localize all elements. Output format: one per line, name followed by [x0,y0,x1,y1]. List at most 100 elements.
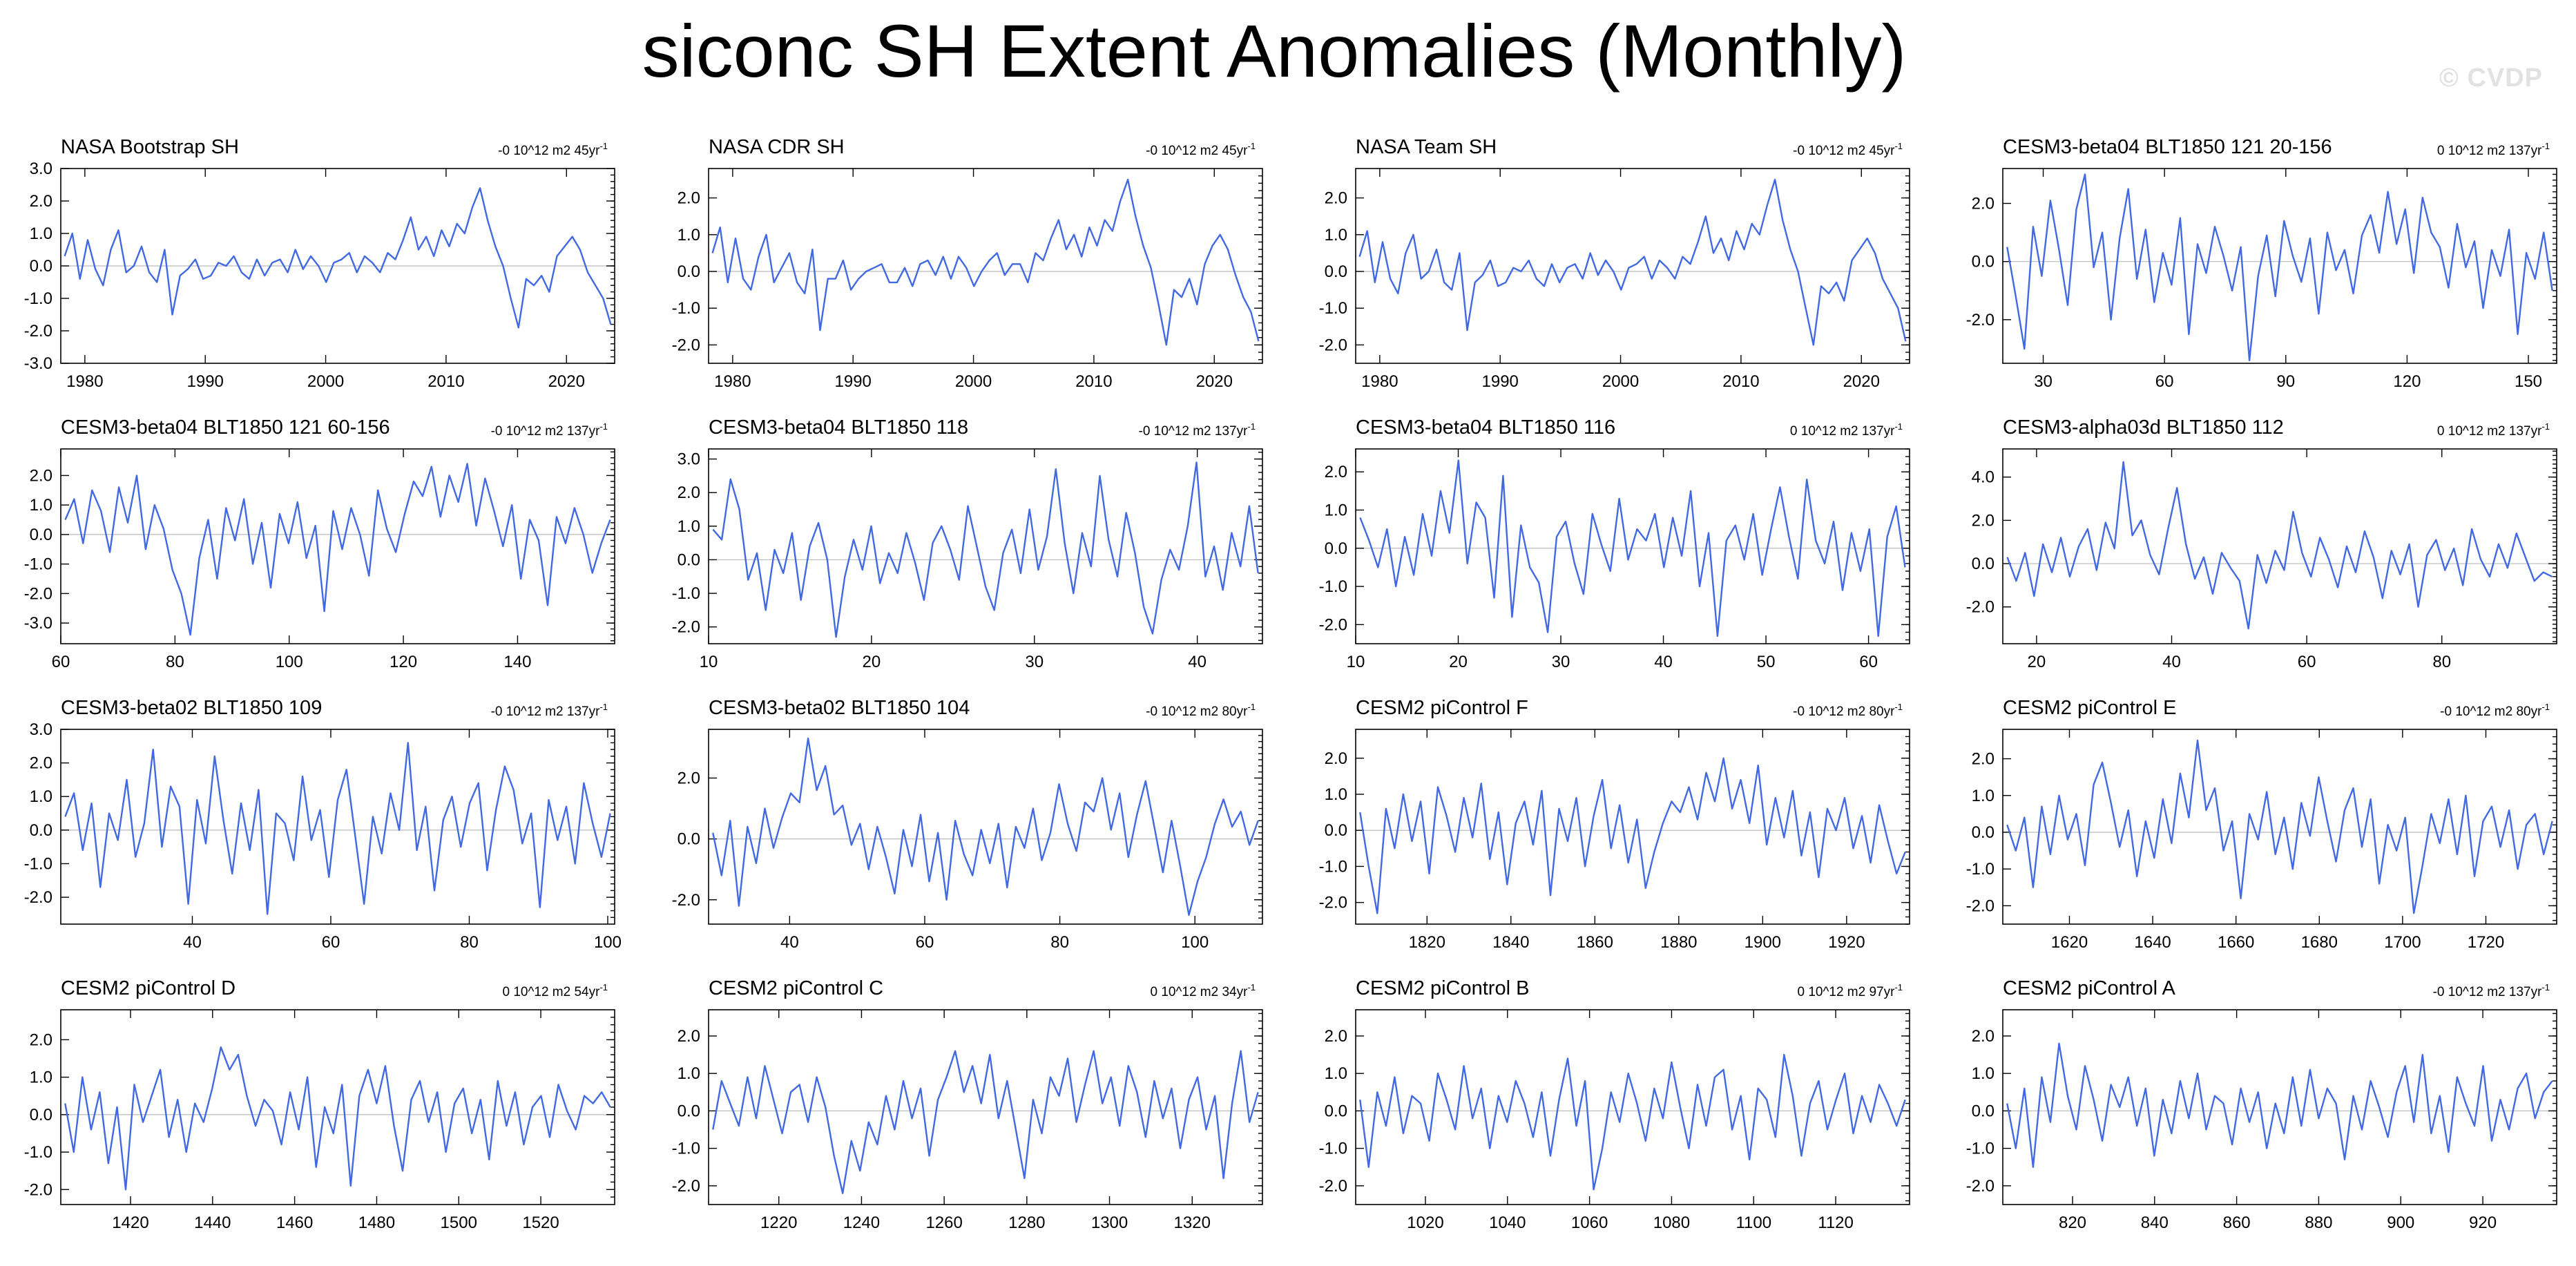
y-tick-label: -1.0 [1319,577,1347,596]
plot-frame [2002,448,2557,644]
plot-frame [2002,168,2557,364]
x-tick-label: 1080 [1653,1214,1690,1232]
x-tick-label: 80 [460,933,479,952]
x-tick-label: 1320 [1174,1214,1211,1232]
y-tick-label: 1.0 [1972,787,1995,805]
y-tick-label: 2.0 [1972,195,1995,213]
y-tick-label: 0.0 [1325,821,1347,840]
panel-title: CESM3-alpha03d BLT1850 112 [2003,416,2284,439]
panel-title: CESM2 piControl B [1356,977,1529,999]
plot-frame [2002,729,2557,925]
y-tick-label: 1.0 [677,517,700,536]
panel-trend: -0 10^12 m2 137yr-1 [491,421,608,439]
y-tick-label: 1.0 [30,787,52,806]
y-tick-label: -3.0 [24,354,52,373]
chart-panel: CESM2 piControl C 0 10^12 m2 34yr-1 -2.0 -1… [672,977,1263,1232]
y-tick-label: 1.0 [1325,226,1347,244]
x-tick-label: 860 [2223,1214,2251,1232]
chart-panel: CESM2 piControl E -0 10^12 m2 80yr-1 -2.0 -… [1966,697,2557,952]
y-tick-label: 2.0 [30,1030,52,1049]
x-tick-label: 1120 [1818,1214,1854,1232]
panel-title: NASA CDR SH [709,136,845,158]
panel-title: CESM3-beta04 BLT1850 116 [1356,416,1615,439]
panel-trend: -0 10^12 m2 137yr-1 [491,702,608,719]
y-tick-label: 2.0 [30,192,52,211]
y-tick-label: 0.0 [677,830,700,849]
x-tick-label: 1980 [1361,372,1398,391]
y-tick-label: -1.0 [672,1140,700,1158]
x-tick-label: 150 [2515,372,2542,391]
y-tick-label: -1.0 [1319,857,1347,876]
y-tick-label: 2.0 [1972,511,1995,530]
y-tick-label: -1.0 [24,854,52,873]
y-tick-label: -2.0 [1966,1177,1995,1196]
x-tick-label: 60 [52,653,70,671]
x-tick-label: 20 [2028,653,2046,671]
x-tick-label: 1040 [1489,1214,1526,1232]
x-tick-label: 820 [2059,1214,2086,1232]
y-tick-label: 1.0 [1325,501,1347,519]
series-line [711,178,1260,346]
series-line [1359,757,1906,914]
x-tick-label: 2020 [1843,372,1880,391]
chart-panel: CESM3-beta04 BLT1850 121 20-156 0 10^12 m… [1966,136,2557,391]
plot-frame [60,448,615,644]
y-tick-label: -3.0 [24,614,52,633]
panel-title: CESM3-beta04 BLT1850 121 20-156 [2003,136,2332,158]
panel-trend: 0 10^12 m2 54yr-1 [502,982,608,999]
plot-frame [708,168,1263,364]
x-tick-label: 40 [2162,653,2181,671]
plot-frame [2002,1009,2557,1205]
x-tick-label: 40 [1188,653,1207,671]
y-tick-label: -1.0 [24,289,52,308]
x-tick-label: 1880 [1660,933,1697,952]
panel-trend: -0 10^12 m2 80yr-1 [2440,702,2550,719]
panel-title: CESM2 piControl C [709,977,883,999]
x-tick-label: 140 [503,653,531,671]
chart-panel: CESM2 piControl D 0 10^12 m2 54yr-1 -2.0 -1… [24,977,615,1232]
x-tick-label: 100 [1181,933,1209,952]
series-line [1359,459,1906,637]
series-line [64,463,611,636]
y-tick-label: 2.0 [677,769,700,788]
series-line [2006,739,2553,914]
y-tick-label: -2.0 [672,1177,700,1196]
panel-trend: 0 10^12 m2 97yr-1 [1797,982,1903,999]
panel-title: NASA Bootstrap SH [61,136,239,158]
figure-title: siconc SH Extent Anomalies (Monthly) [642,9,1907,93]
x-tick-label: 920 [2469,1214,2497,1232]
y-tick-label: 3.0 [677,450,700,469]
panel-trend: -0 10^12 m2 45yr-1 [1793,141,1903,158]
x-tick-label: 1060 [1571,1214,1608,1232]
x-tick-label: 2020 [548,372,585,391]
panel-trend: -0 10^12 m2 45yr-1 [498,141,608,158]
y-tick-label: 2.0 [1325,189,1347,208]
x-tick-label: 1700 [2384,933,2421,952]
x-tick-label: 30 [1025,653,1044,671]
x-tick-label: 80 [166,653,184,671]
x-tick-label: 1280 [1008,1214,1045,1232]
x-tick-label: 1300 [1091,1214,1128,1232]
series-line [2006,173,2553,361]
panel-trend: 0 10^12 m2 137yr-1 [2437,421,2550,439]
y-tick-label: 4.0 [1972,468,1995,487]
x-tick-label: 1860 [1577,933,1613,952]
panel-trend: -0 10^12 m2 137yr-1 [2433,982,2550,999]
y-tick-label: -1.0 [1319,299,1347,318]
plot-frame [60,1009,615,1205]
y-tick-label: 0.0 [30,257,52,276]
y-tick-label: -2.0 [672,891,700,910]
y-tick-label: -2.0 [1319,615,1347,634]
panel-trend: 0 10^12 m2 137yr-1 [1790,421,1903,439]
x-tick-label: 10 [1347,653,1365,671]
x-tick-label: 2000 [955,372,992,391]
x-tick-label: 1720 [2468,933,2504,952]
y-tick-label: 1.0 [1325,785,1347,804]
series-line [2006,461,2553,630]
y-tick-label: -2.0 [24,584,52,603]
series-line [64,187,612,329]
x-tick-label: 60 [322,933,340,952]
x-tick-label: 840 [2141,1214,2169,1232]
panel-trend: 0 10^12 m2 137yr-1 [2437,141,2550,158]
